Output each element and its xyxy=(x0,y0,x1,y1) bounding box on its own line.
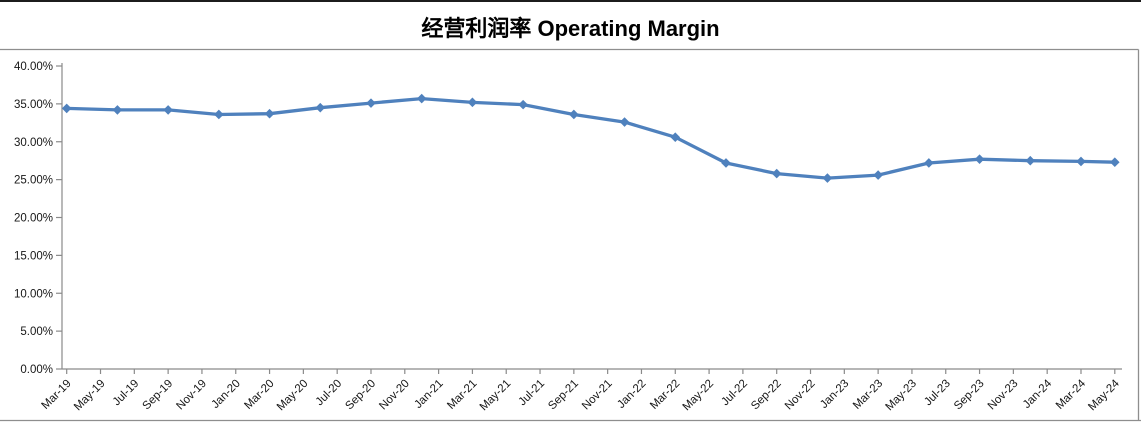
data-point-marker xyxy=(974,154,985,164)
data-point-marker xyxy=(1110,157,1120,168)
data-point-marker xyxy=(163,105,173,115)
x-axis-tick-label: Nov-23 xyxy=(986,378,1021,413)
x-axis-tick-label: May-22 xyxy=(681,378,717,414)
data-point-marker xyxy=(61,103,72,114)
x-axis-tick-label: May-21 xyxy=(478,378,514,414)
x-axis-tick-label: Nov-21 xyxy=(580,378,615,413)
data-point-marker xyxy=(366,98,376,108)
x-axis-tick-label: Jul-20 xyxy=(314,378,345,409)
x-axis-tick-label: May-24 xyxy=(1086,377,1122,413)
y-axis-tick-label: 25.00% xyxy=(14,175,53,187)
x-axis-tick-label: Sep-23 xyxy=(952,378,987,413)
x-axis-tick-label: Jul-22 xyxy=(719,378,750,409)
data-point-marker xyxy=(771,168,782,179)
data-point-marker xyxy=(264,108,275,119)
x-axis-tick-label: May-20 xyxy=(275,378,311,414)
x-axis-tick-label: Sep-21 xyxy=(546,378,581,413)
data-point-marker xyxy=(822,173,833,183)
x-axis-tick-label: May-19 xyxy=(72,378,108,414)
y-axis-tick-label: 5.00% xyxy=(20,326,53,338)
y-axis-tick-label: 10.00% xyxy=(14,288,53,300)
x-axis-tick-label: Sep-22 xyxy=(749,378,784,413)
x-axis-tick-label: Jul-19 xyxy=(111,378,142,409)
x-axis-tick-label: Mar-21 xyxy=(445,378,479,412)
x-axis-tick-label: Jan-20 xyxy=(210,378,243,411)
y-axis-tick-label: 35.00% xyxy=(14,99,53,111)
data-point-marker xyxy=(873,170,883,180)
x-axis-tick-label: Nov-20 xyxy=(377,378,412,413)
top-border-rule xyxy=(0,0,1141,2)
x-axis-tick-label: Nov-22 xyxy=(783,378,818,413)
data-point-marker xyxy=(670,132,681,143)
data-point-marker xyxy=(467,97,478,108)
data-point-marker xyxy=(416,93,427,104)
data-point-marker xyxy=(1025,155,1036,166)
data-point-marker xyxy=(924,158,934,168)
x-axis-tick-label: Mar-22 xyxy=(648,378,682,412)
y-axis-tick-label: 15.00% xyxy=(14,250,53,262)
data-point-marker xyxy=(569,109,579,120)
x-axis-tick-label: Jul-23 xyxy=(922,378,953,409)
series-line-operating-margin xyxy=(65,96,1117,180)
y-axis-tick-label: 30.00% xyxy=(14,137,53,149)
x-axis-tick-label: Mar-23 xyxy=(851,378,885,412)
data-point-marker xyxy=(214,109,224,120)
chart-title: 经营利润率 Operating Margin xyxy=(421,16,720,41)
x-axis-tick-label: Mar-24 xyxy=(1054,377,1089,412)
x-axis-tick-label: Mar-20 xyxy=(242,378,276,412)
x-axis-tick-label: Jan-22 xyxy=(615,378,648,411)
y-axis-tick-label: 20.00% xyxy=(14,213,53,225)
x-axis-tick-label: Jul-21 xyxy=(517,378,548,409)
x-axis-tick-label: Mar-19 xyxy=(40,378,74,412)
y-axis-tick-label: 0.00% xyxy=(20,364,53,376)
data-point-marker xyxy=(518,99,528,110)
data-point-marker xyxy=(1076,156,1086,167)
x-axis-tick-label: Jan-24 xyxy=(1021,377,1055,411)
data-point-marker xyxy=(619,117,630,127)
data-point-marker xyxy=(315,102,326,113)
x-axis-tick-label: Sep-19 xyxy=(141,378,176,413)
x-axis-tick-label: Sep-20 xyxy=(343,378,378,413)
x-axis-tick-label: May-23 xyxy=(883,378,919,414)
data-point-marker xyxy=(721,158,731,168)
data-point-marker xyxy=(112,105,123,115)
x-axis-tick-label: Nov-19 xyxy=(174,378,209,413)
x-axis-tick-label: Jan-21 xyxy=(412,378,445,411)
y-axis-tick-label: 40.00% xyxy=(14,61,53,73)
x-axis-tick-label: Jan-23 xyxy=(818,378,851,411)
